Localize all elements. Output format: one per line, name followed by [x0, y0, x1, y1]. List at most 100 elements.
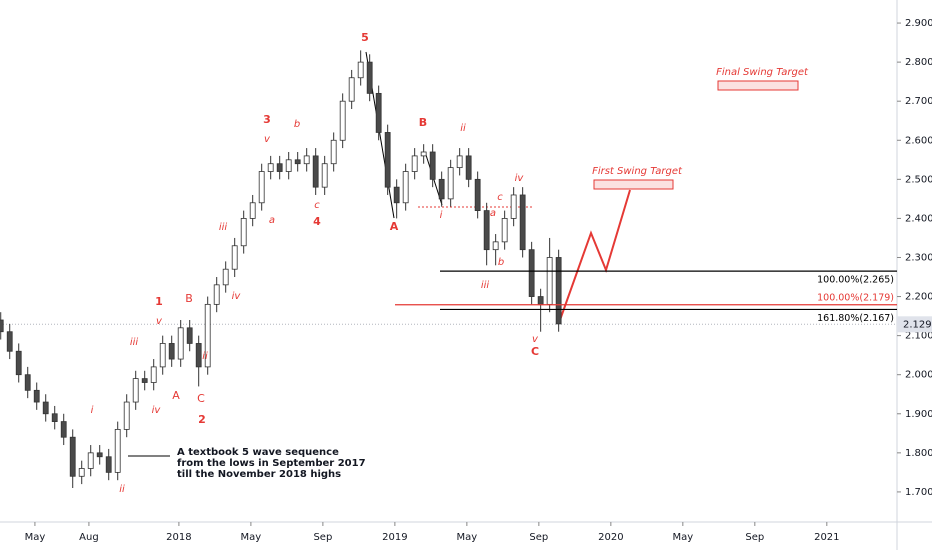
note-line: from the lows in September 2017: [177, 458, 366, 469]
wave-label: iv: [152, 405, 162, 416]
y-tick-label: 2.400: [905, 213, 932, 224]
x-tick-label: 2020: [598, 532, 623, 543]
candle-body: [6, 331, 13, 352]
candle-body: [501, 218, 508, 243]
candle-body: [429, 151, 436, 180]
wave-label: B: [419, 116, 427, 129]
candle-body: [51, 413, 58, 422]
candle-body: [87, 452, 94, 469]
candle-body: [132, 378, 139, 403]
candle-body: [168, 343, 175, 360]
candle-body: [384, 132, 391, 188]
x-tick-label: 2021: [814, 532, 839, 543]
candle-body: [402, 171, 409, 204]
candle-body: [492, 241, 499, 251]
candle-body: [195, 343, 202, 368]
candle-body: [150, 366, 157, 383]
candle-body: [96, 452, 103, 458]
candle-body: [474, 178, 481, 211]
price-tag-label: 2.129: [903, 319, 932, 330]
y-tick-label: 2.300: [905, 252, 932, 263]
candle-body: [240, 218, 247, 247]
wave-label: i: [91, 405, 94, 416]
plot: 1.700 1.800 1.900 2.000 2.100 2.200 2.300 2.400…: [0, 18, 932, 543]
candle-body: [537, 296, 544, 305]
candle-body: [60, 421, 67, 438]
candle-body: [24, 374, 31, 391]
price-tag: [897, 316, 932, 333]
candle-body: [69, 436, 76, 477]
candle-body: [483, 210, 490, 251]
level-label: 100.00%(2.179): [817, 292, 894, 303]
x-tick-label: Sep: [529, 532, 548, 543]
wave-label: C: [531, 345, 539, 358]
level-label: 100.00%(2.265): [817, 275, 894, 286]
y-tick-label: 2.500: [905, 174, 932, 185]
candle-body: [204, 303, 211, 368]
candle-body: [393, 186, 400, 204]
x-tick-label: May: [457, 532, 478, 543]
candle-body: [366, 61, 373, 94]
candle-body: [519, 194, 526, 251]
wave-label: ii: [119, 484, 125, 495]
note-line: A textbook 5 wave sequence: [177, 447, 339, 458]
y-tick-label: 2.600: [905, 135, 932, 146]
candle-body: [456, 155, 463, 169]
candle-body: [15, 350, 22, 376]
wave-label: 1: [155, 295, 163, 308]
candle-body: [546, 257, 553, 305]
note-line: till the November 2018 highs: [177, 469, 341, 480]
x-tick-label: 2018: [166, 532, 191, 543]
level-label: 161.80%(2.167): [817, 313, 894, 324]
y-tick-label: 2.000: [905, 370, 932, 381]
candle-body: [258, 171, 265, 204]
wave-label: iii: [219, 222, 228, 233]
x-tick-label: Aug: [79, 532, 99, 543]
y-tick-label: 1.800: [905, 448, 932, 459]
candle-body: [528, 249, 535, 297]
candle-body: [348, 77, 355, 102]
wave-label: iii: [481, 280, 490, 291]
candle-body: [105, 456, 112, 473]
candle-body: [276, 163, 283, 172]
wave-label: A: [390, 220, 399, 233]
candle-body: [375, 92, 382, 133]
x-tick-label: May: [672, 532, 693, 543]
wave-label: A: [172, 389, 180, 402]
candle-body: [321, 163, 328, 188]
candle-body: [159, 343, 166, 368]
candle-body: [186, 327, 193, 344]
wave-label: 2: [198, 413, 206, 426]
wave-label: v: [156, 316, 163, 327]
candle-body: [420, 151, 427, 157]
wave-label: c: [314, 200, 320, 211]
wave-label: B: [185, 292, 193, 305]
wave-label: i: [440, 210, 443, 221]
y-tick-label: 2.200: [905, 292, 932, 303]
target-zone: [717, 80, 799, 91]
wave-label: 5: [361, 31, 369, 44]
x-tick-label: May: [25, 532, 46, 543]
wave-label: iv: [232, 291, 242, 302]
candle-body: [141, 378, 148, 383]
candle-body: [294, 159, 301, 165]
candle-body: [123, 401, 130, 430]
candle-body: [411, 155, 418, 172]
wave-label: a: [269, 215, 275, 226]
candle-body: [447, 167, 454, 200]
candle-body: [303, 155, 310, 165]
x-tick-label: May: [241, 532, 262, 543]
wave-label: b: [498, 257, 504, 268]
candle-body: [312, 155, 319, 188]
x-tick-label: 2019: [382, 532, 407, 543]
candle-body: [555, 257, 562, 325]
candle-body: [0, 319, 4, 333]
candle-body: [231, 245, 238, 270]
y-tick-label: 2.800: [905, 57, 932, 68]
y-tick-label: 1.700: [905, 487, 932, 498]
candle-body: [222, 268, 229, 286]
wave-label: a: [490, 208, 496, 219]
wave-label: ii: [202, 351, 208, 362]
target-label: Final Swing Target: [716, 67, 809, 78]
